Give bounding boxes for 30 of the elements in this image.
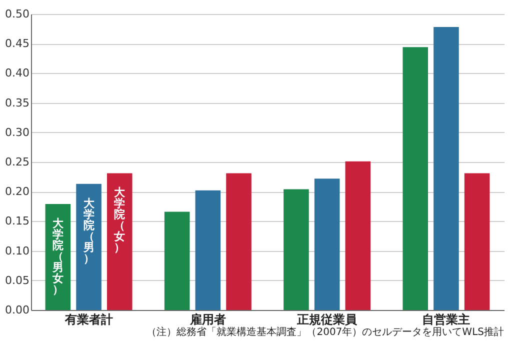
bar bbox=[195, 190, 221, 310]
bar bbox=[106, 173, 132, 310]
series-label: 大学院（男女） bbox=[51, 217, 64, 296]
x-tick-label: 正規従業員 bbox=[296, 312, 358, 326]
y-tick-label: 0.40 bbox=[5, 66, 30, 80]
bar bbox=[164, 212, 190, 310]
bar bbox=[76, 184, 102, 310]
x-tick-label: 有業者計 bbox=[64, 312, 113, 326]
x-tick-label: 自営業主 bbox=[422, 312, 470, 326]
y-tick-label: 0.50 bbox=[5, 8, 30, 20]
y-tick-label: 0.10 bbox=[5, 244, 30, 258]
x-tick-label: 雇用者 bbox=[188, 312, 226, 326]
bar bbox=[314, 178, 340, 310]
y-tick-label: 0.30 bbox=[5, 126, 30, 139]
bar bbox=[464, 173, 490, 310]
series-label: 大学院（女） bbox=[113, 186, 126, 254]
y-tick-label: 0.25 bbox=[5, 156, 30, 168]
bar bbox=[345, 161, 371, 310]
bar bbox=[402, 47, 428, 310]
y-tick-label: 0.05 bbox=[5, 274, 30, 287]
y-tick-label: 0.15 bbox=[5, 214, 30, 228]
y-tick-label: 0.00 bbox=[5, 304, 30, 316]
bar bbox=[284, 189, 309, 310]
series-label: 大学院（男） bbox=[82, 196, 96, 265]
bar bbox=[226, 173, 252, 310]
y-tick-label: 0.45 bbox=[5, 37, 30, 50]
y-tick-label: 0.35 bbox=[5, 96, 30, 110]
text: （注）総務省「就業構造基本調査」（2007年）のセルデータを用いてWLS推計 bbox=[146, 326, 504, 338]
y-tick-label: 0.20 bbox=[5, 185, 30, 198]
bar bbox=[434, 27, 459, 310]
